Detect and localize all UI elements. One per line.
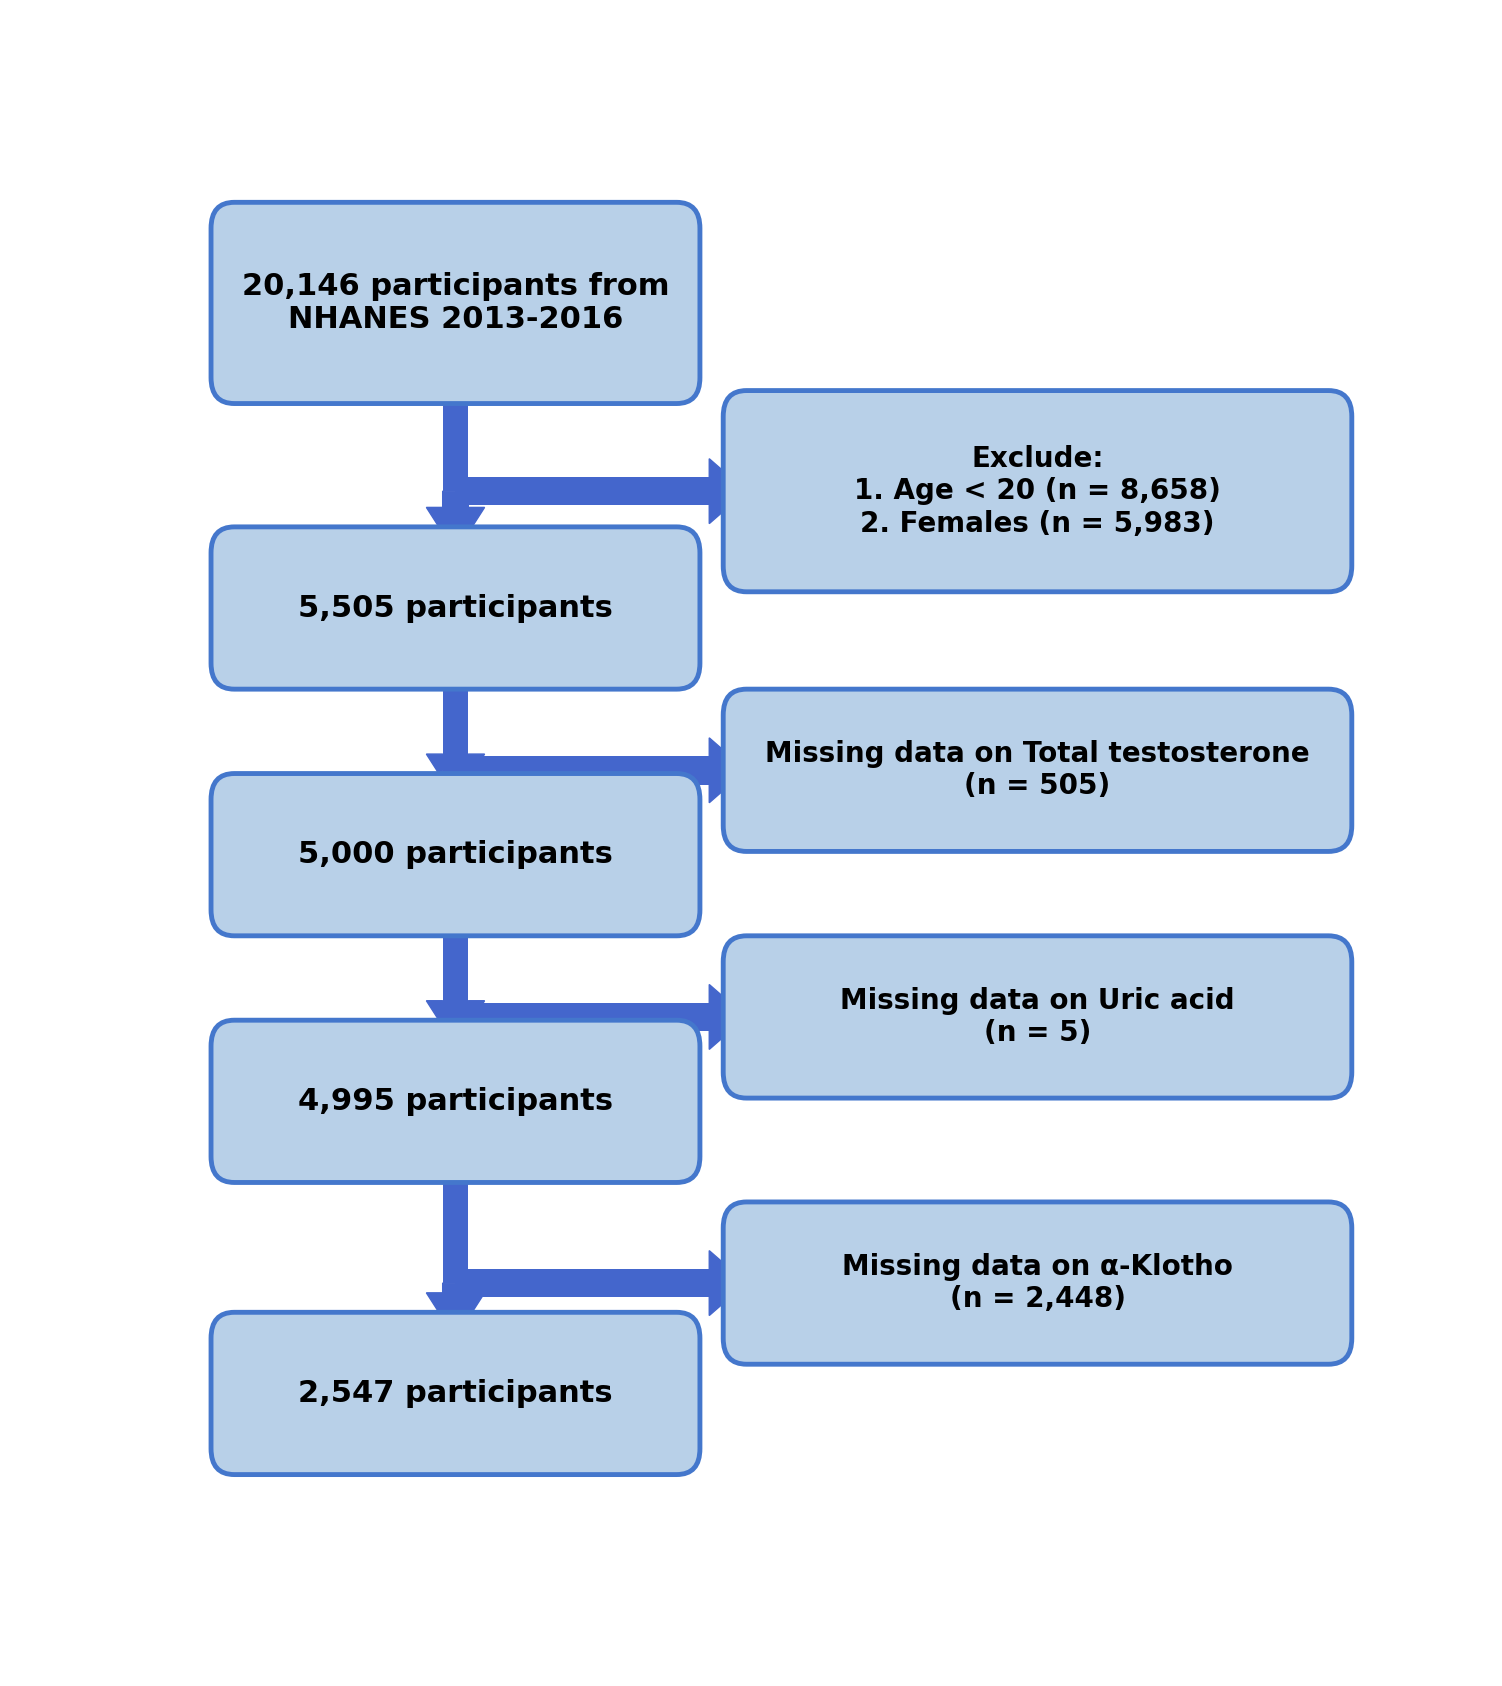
Bar [443, 378, 469, 491]
FancyArrow shape [709, 459, 746, 524]
FancyBboxPatch shape [724, 1202, 1352, 1364]
FancyBboxPatch shape [210, 774, 700, 936]
Bar [443, 1157, 469, 1283]
Text: 2,547 participants: 2,547 participants [299, 1379, 613, 1408]
Bar [455, 1003, 746, 1032]
FancyBboxPatch shape [210, 1020, 700, 1182]
Bar [455, 1270, 746, 1297]
FancyArrow shape [427, 491, 485, 553]
FancyBboxPatch shape [724, 391, 1352, 592]
Text: 5,000 participants: 5,000 participants [297, 840, 613, 870]
Bar [455, 755, 746, 784]
Bar [455, 477, 746, 506]
Bar [443, 663, 469, 771]
FancyBboxPatch shape [724, 690, 1352, 851]
FancyArrow shape [427, 754, 485, 799]
FancyArrow shape [709, 738, 746, 803]
Text: Missing data on Total testosterone
(n = 505): Missing data on Total testosterone (n = … [765, 740, 1310, 801]
Text: Missing data on Uric acid
(n = 5): Missing data on Uric acid (n = 5) [840, 986, 1235, 1047]
Text: Exclude:
1. Age < 20 (n = 8,658)
2. Females (n = 5,983): Exclude: 1. Age < 20 (n = 8,658) 2. Fema… [855, 445, 1221, 538]
FancyArrow shape [427, 1283, 485, 1339]
Text: 4,995 participants: 4,995 participants [297, 1087, 613, 1116]
Text: 5,505 participants: 5,505 participants [297, 593, 613, 622]
FancyBboxPatch shape [210, 526, 700, 690]
FancyArrow shape [709, 985, 746, 1049]
FancyArrow shape [427, 1001, 485, 1045]
FancyBboxPatch shape [210, 202, 700, 403]
FancyBboxPatch shape [210, 1312, 700, 1475]
Text: Missing data on α-Klotho
(n = 2,448): Missing data on α-Klotho (n = 2,448) [843, 1253, 1233, 1313]
FancyBboxPatch shape [724, 936, 1352, 1098]
Text: 20,146 participants from
NHANES 2013-2016: 20,146 participants from NHANES 2013-201… [242, 271, 670, 334]
FancyArrow shape [709, 1251, 746, 1315]
Bar [443, 910, 469, 1017]
